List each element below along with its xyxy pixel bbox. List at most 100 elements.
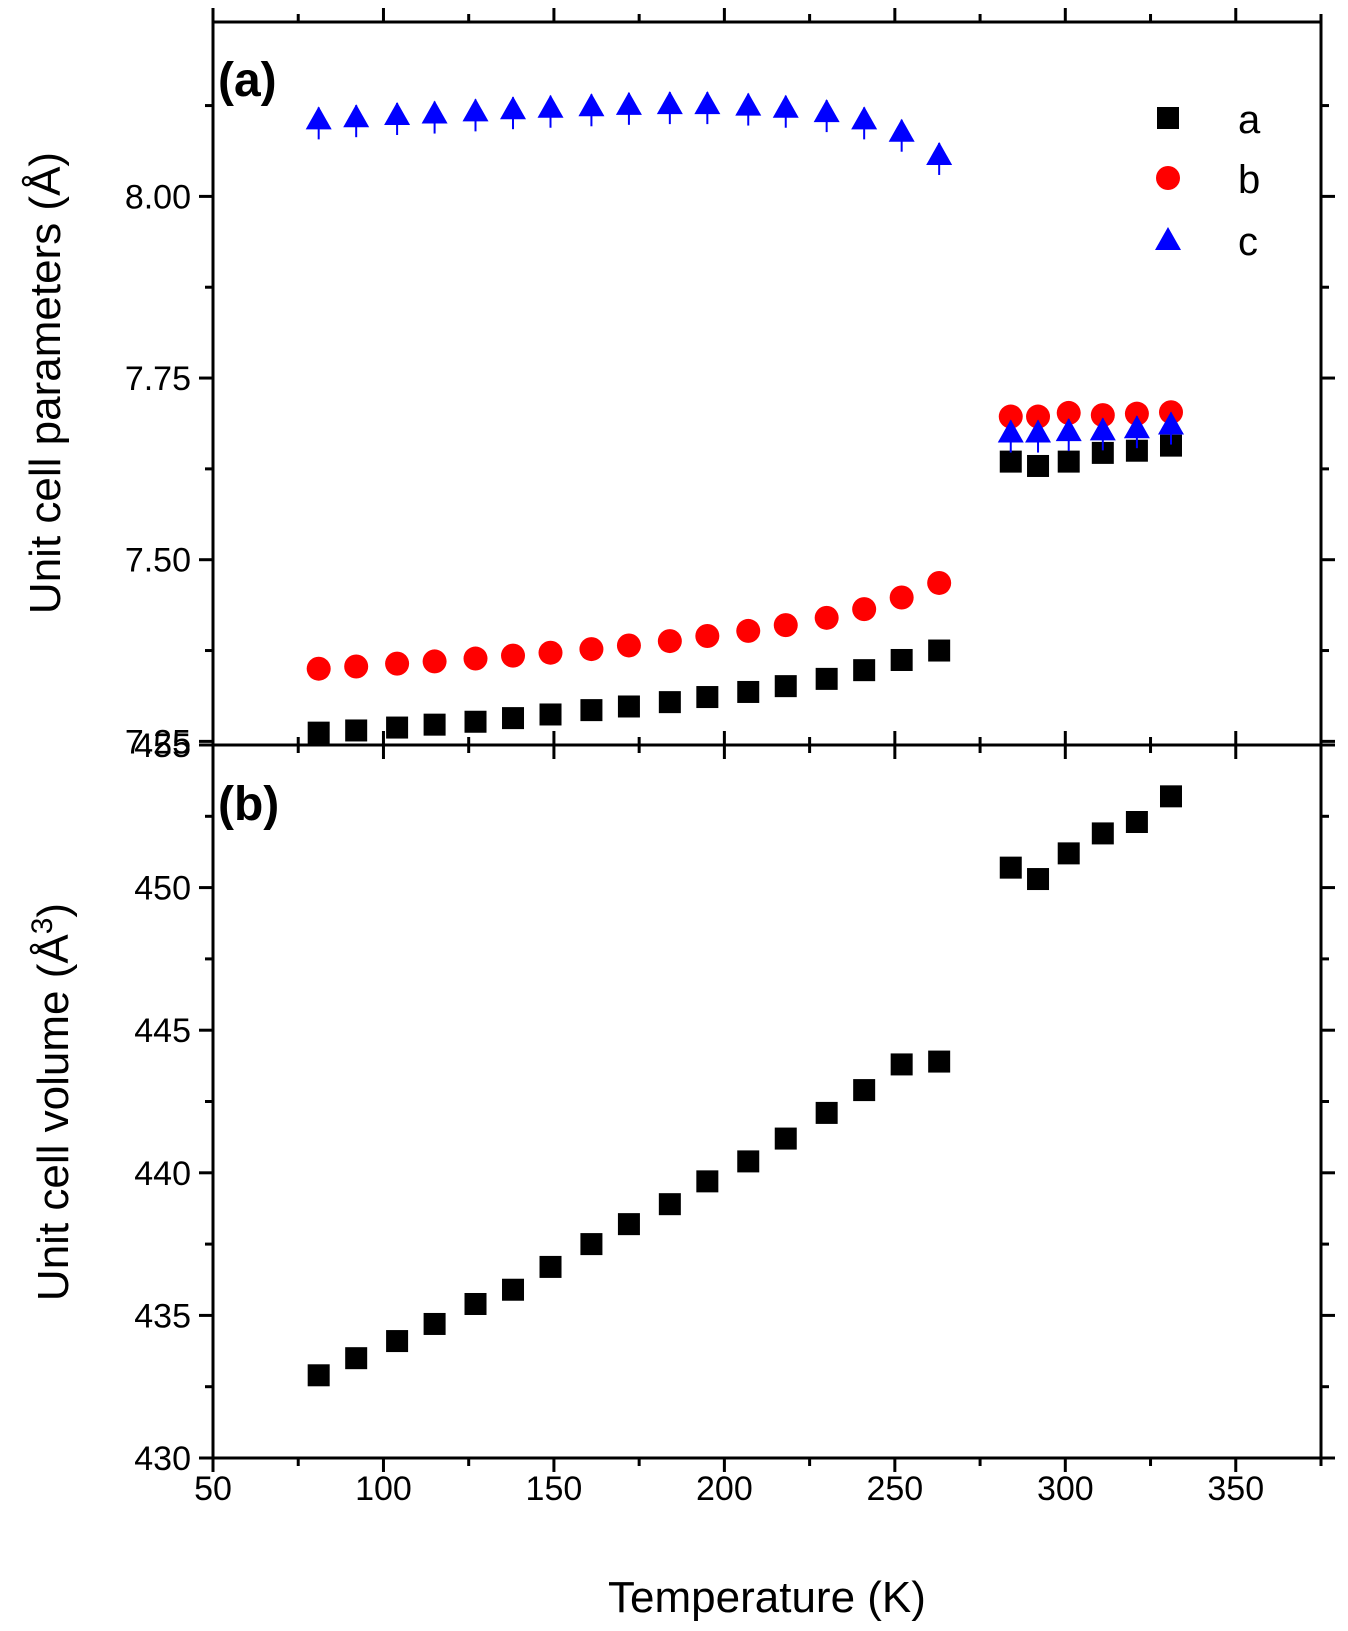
point-a — [423, 713, 446, 736]
point-V — [658, 1193, 681, 1216]
panel-0-y-tick-label: 7.25 — [125, 723, 191, 761]
point-V — [1027, 868, 1050, 891]
point-V — [423, 1312, 446, 1335]
point-b — [1026, 404, 1051, 429]
point-b — [773, 613, 798, 638]
point-b — [814, 605, 839, 630]
point-V — [539, 1255, 562, 1278]
panel-0-y-tick-label: 7.50 — [125, 542, 191, 580]
point-b — [736, 618, 761, 643]
point-c — [735, 92, 762, 116]
point-c — [772, 94, 799, 118]
panel-b-y-axis-title-main: Unit cell volume (Å — [29, 934, 78, 1301]
point-c — [1025, 419, 1052, 443]
legend-label-c: c — [1238, 220, 1258, 264]
point-c — [926, 141, 953, 165]
panel-0-y-tick-label: 8.00 — [125, 178, 191, 216]
point-c — [656, 91, 683, 115]
point-c — [1089, 417, 1116, 441]
panel-b-frame — [211, 743, 1323, 1460]
marks-layer — [305, 91, 1184, 1387]
point-a — [1091, 441, 1114, 464]
point-a — [1125, 439, 1148, 462]
x-axis-title: Temperature (K) — [608, 1573, 926, 1622]
point-b — [463, 646, 488, 671]
point-V — [928, 1050, 951, 1073]
point-V — [890, 1053, 913, 1076]
point-a — [502, 707, 525, 730]
point-c — [851, 106, 878, 130]
point-b — [616, 633, 641, 658]
point-c — [384, 102, 411, 126]
point-V — [1057, 842, 1080, 865]
legend: abc — [1155, 98, 1261, 264]
point-V — [617, 1213, 640, 1236]
point-a — [890, 648, 913, 671]
point-a — [815, 667, 838, 690]
point-c — [615, 91, 642, 115]
point-a — [1057, 450, 1080, 473]
x-tick-label: 50 — [194, 1470, 232, 1508]
panel-a-frame — [211, 20, 1323, 747]
ticks-layer: 7.25 7.50 7.75 8.00 430 435 440 445 450 455 50 100 1… — [125, 8, 1335, 1508]
legend-label-a: a — [1238, 98, 1261, 142]
point-V — [815, 1101, 838, 1124]
x-tick-label: 300 — [1037, 1470, 1094, 1508]
x-tick-label: 350 — [1207, 1470, 1264, 1508]
point-b — [538, 640, 563, 665]
series-V — [307, 785, 1182, 1387]
point-V — [386, 1330, 409, 1353]
point-c — [813, 99, 840, 123]
legend-marker-b — [1156, 166, 1180, 190]
series-b — [306, 400, 1183, 681]
panel-b-y-axis-title: Unit cell volume (Å3) — [26, 903, 78, 1301]
point-a — [928, 639, 951, 662]
point-a — [658, 691, 681, 714]
panel-1-y-tick-label: 430 — [134, 1440, 191, 1478]
legend-marker-c — [1155, 227, 1181, 250]
panel-a-y-axis-title: Unit cell parameters (Å) — [21, 152, 70, 614]
point-a — [580, 699, 603, 722]
point-b — [385, 651, 410, 676]
point-b — [579, 637, 604, 662]
panel-0-y-tick-label: 7.75 — [125, 360, 191, 398]
point-c — [1123, 415, 1150, 439]
panel-b-label: (b) — [218, 778, 279, 831]
point-V — [737, 1150, 760, 1173]
point-a — [345, 719, 368, 742]
point-c — [305, 106, 332, 130]
panel-1-y-tick-label: 435 — [134, 1297, 191, 1335]
legend-label-b: b — [1238, 158, 1260, 202]
point-V — [1159, 785, 1182, 808]
point-V — [696, 1170, 719, 1193]
point-a — [999, 450, 1022, 473]
panel-1-y-tick-label: 440 — [134, 1155, 191, 1193]
point-b — [657, 629, 682, 654]
point-b — [1124, 401, 1149, 426]
point-a — [696, 686, 719, 709]
point-c — [997, 419, 1024, 443]
panel-b-y-axis-title-sup: 3 — [26, 918, 59, 935]
point-a — [307, 721, 330, 744]
panel-a-label: (a) — [218, 54, 277, 107]
point-V — [345, 1347, 368, 1370]
point-a — [853, 659, 876, 682]
point-b — [889, 585, 914, 610]
point-b — [1090, 403, 1115, 428]
point-a — [386, 716, 409, 739]
point-V — [502, 1278, 525, 1301]
x-tick-label: 200 — [696, 1470, 753, 1508]
point-V — [774, 1127, 797, 1150]
point-b — [422, 649, 447, 674]
point-c — [343, 104, 370, 128]
point-b — [695, 624, 720, 649]
point-a — [1159, 434, 1182, 457]
panel-1-y-tick-label: 450 — [134, 870, 191, 908]
point-a — [737, 680, 760, 703]
point-b — [306, 656, 331, 681]
point-c — [462, 98, 489, 122]
point-b — [1056, 400, 1081, 425]
x-tick-label: 250 — [866, 1470, 923, 1508]
point-V — [464, 1292, 487, 1315]
